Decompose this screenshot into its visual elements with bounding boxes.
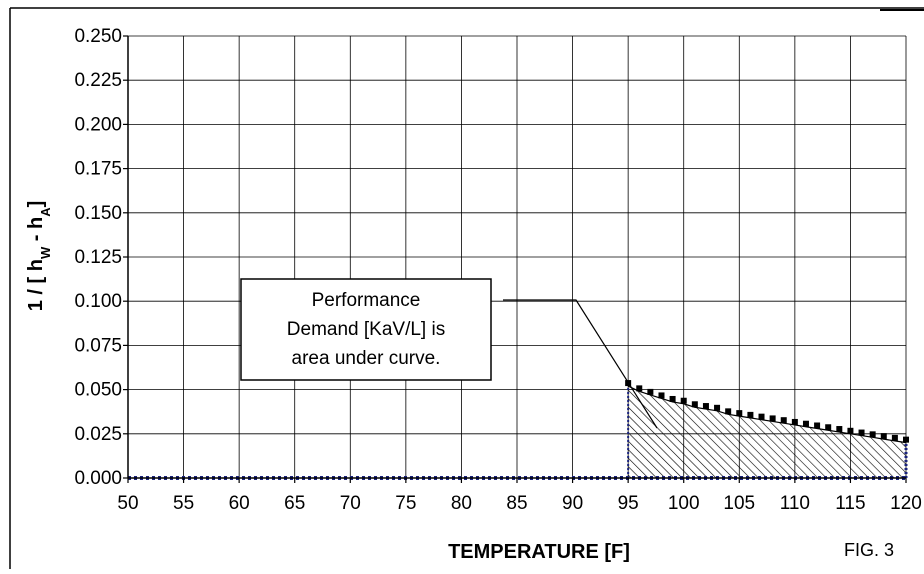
shaded-area <box>627 386 908 478</box>
x-tick-label: 80 <box>451 493 472 514</box>
callout-line-2: Demand [KaV/L] is <box>287 319 445 340</box>
data-point <box>680 397 687 404</box>
x-tick-label: 60 <box>229 493 250 514</box>
axes <box>123 35 907 483</box>
y-tick-label: 0.150 <box>74 203 122 224</box>
x-tick-label: 85 <box>506 493 527 514</box>
x-tick-label: 70 <box>340 493 361 514</box>
data-point <box>791 418 798 425</box>
data-point <box>814 422 821 429</box>
data-point <box>736 410 743 417</box>
data-point <box>636 385 643 392</box>
data-point <box>847 427 854 434</box>
y-axis-title: 1 / [ hW - hA] <box>25 201 53 312</box>
y-tick-label: 0.200 <box>74 114 122 135</box>
x-tick-label: 55 <box>173 493 194 514</box>
data-point <box>769 415 776 422</box>
data-point <box>836 426 843 433</box>
callout-box <box>240 278 492 381</box>
x-tick-label: 65 <box>284 493 305 514</box>
data-point <box>647 388 654 395</box>
data-point <box>714 404 721 411</box>
y-tick-label: 0.250 <box>74 26 122 47</box>
y-tick-label: 0.125 <box>74 247 122 268</box>
callout-line-3: area under curve. <box>292 348 441 369</box>
y-tick-label: 0.000 <box>74 468 122 489</box>
data-point <box>747 411 754 418</box>
data-point <box>802 420 809 427</box>
y-axis-title-mid: - h <box>25 217 47 247</box>
data-point <box>858 429 865 436</box>
y-tick-label: 0.100 <box>74 291 122 312</box>
y-axis-title-prefix: 1 / [ h <box>25 259 47 311</box>
data-point <box>658 392 665 399</box>
data-point <box>669 395 676 402</box>
data-point <box>825 424 832 431</box>
hatched-area <box>628 386 906 478</box>
y-axis-title-sub-a: A <box>38 207 53 217</box>
y-axis-title-sub-w: W <box>38 246 53 259</box>
x-tick-label: 75 <box>395 493 416 514</box>
data-point <box>880 433 887 440</box>
callout-leader <box>503 299 658 429</box>
data-point <box>891 434 898 441</box>
y-tick-label: 0.075 <box>74 335 122 356</box>
x-tick-label: 110 <box>780 493 810 514</box>
x-tick-label: 100 <box>668 493 700 514</box>
y-tick-label: 0.225 <box>74 70 122 91</box>
data-point <box>903 436 909 443</box>
y-axis-title-suffix: ] <box>25 201 47 208</box>
y-tick-label: 0.175 <box>74 159 122 180</box>
data-point <box>702 403 709 410</box>
figure-label: FIG. 3 <box>844 540 894 560</box>
data-point <box>780 417 787 424</box>
data-point <box>758 413 765 420</box>
grid <box>127 35 907 479</box>
y-tick-label: 0.025 <box>74 424 122 445</box>
x-tick-label: 50 <box>117 493 138 514</box>
data-point <box>725 408 732 415</box>
x-tick-label: 115 <box>835 493 865 514</box>
data-point <box>691 401 698 408</box>
x-tick-label: 95 <box>618 493 639 514</box>
x-tick-label: 90 <box>562 493 583 514</box>
x-tick-label: 120 <box>890 493 922 514</box>
data-point <box>869 431 876 438</box>
y-tick-label: 0.050 <box>74 380 122 401</box>
x-tick-label: 105 <box>723 493 755 514</box>
tick-labels: 50 55 60 65 70 75 80 85 90 95 100 105 110 115 120 0.000… <box>74 26 921 514</box>
callout-line-1: Performance <box>312 290 421 311</box>
x-axis-title: TEMPERATURE [F] <box>448 541 630 563</box>
